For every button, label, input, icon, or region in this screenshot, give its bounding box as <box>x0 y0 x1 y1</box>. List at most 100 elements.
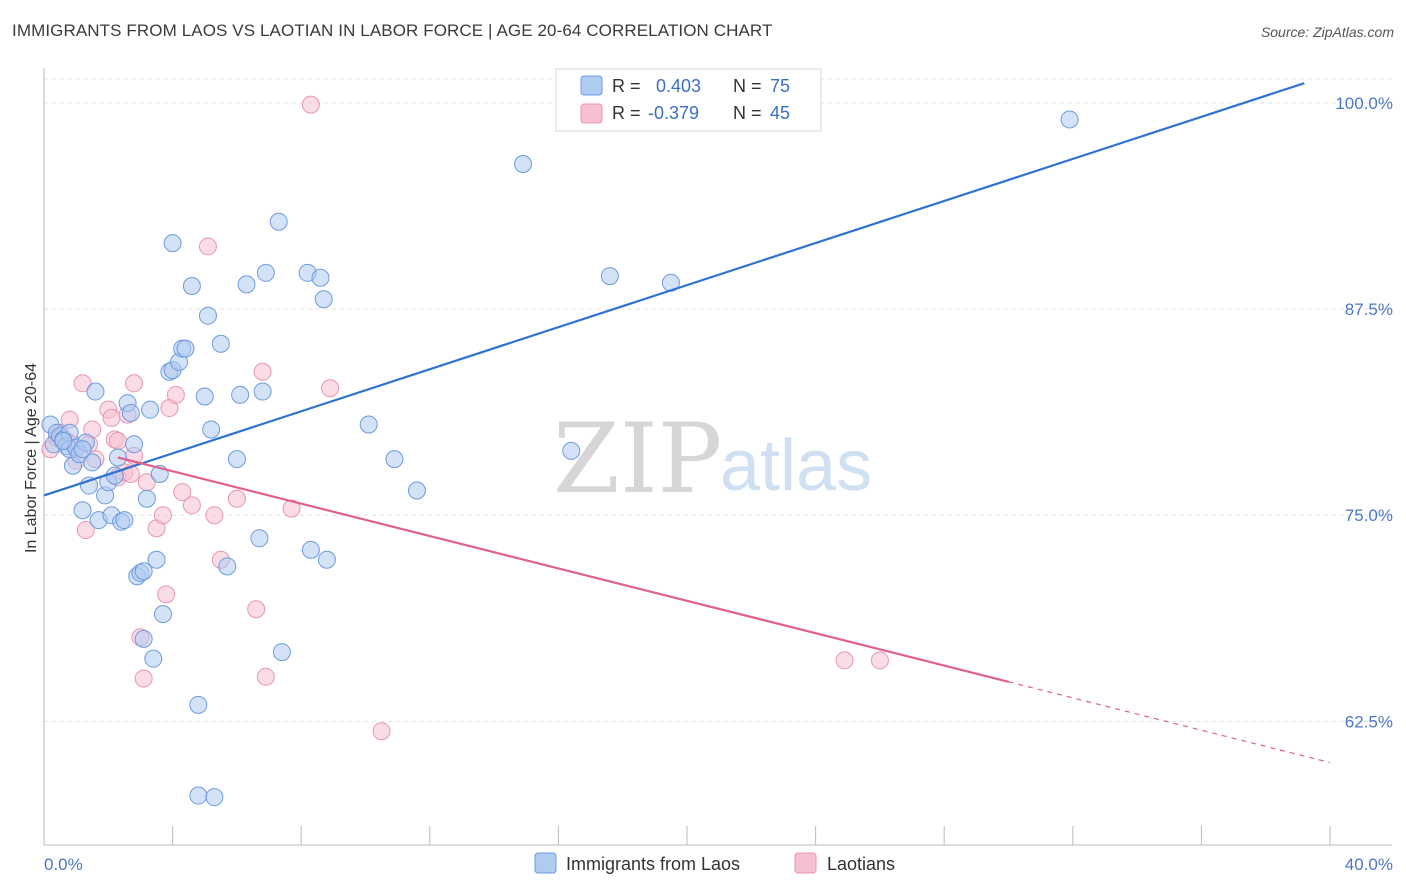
laos-point <box>237 275 256 294</box>
laos-point <box>205 788 224 807</box>
legend-pink-r-label: R = <box>612 103 641 123</box>
legend-blue-swatch <box>580 75 603 96</box>
trend-lines <box>43 82 1331 764</box>
axes <box>43 68 1392 846</box>
laotians-point <box>76 521 95 540</box>
legend-pink-swatch <box>580 103 603 124</box>
laotians-point <box>835 651 854 670</box>
laos-point <box>189 695 208 714</box>
laos-point <box>250 529 269 548</box>
series-legend-blue-swatch <box>534 852 557 874</box>
series-legend-pink-label: Laotians <box>827 854 895 874</box>
laotians-point <box>372 722 391 741</box>
laotians-point <box>227 489 246 508</box>
laos-point <box>141 400 160 419</box>
laos-point <box>125 435 144 454</box>
laos-point <box>1060 110 1079 129</box>
laos-point <box>176 339 195 358</box>
laotians-point <box>198 237 217 256</box>
laotians-point <box>153 506 172 525</box>
laos-point <box>137 489 156 508</box>
y-tick-label: 87.5% <box>1345 300 1393 319</box>
laotians-point <box>125 374 144 393</box>
laos-point <box>189 786 208 805</box>
laos-point <box>311 268 330 287</box>
laos-point <box>562 441 581 460</box>
laos-point <box>218 557 237 576</box>
laos-point <box>359 415 378 434</box>
laos-point <box>231 385 250 404</box>
laos-point <box>385 450 404 469</box>
laos-point <box>253 382 272 401</box>
laos-point <box>54 432 73 451</box>
laos-point <box>121 403 140 422</box>
laos-point <box>163 234 182 253</box>
laos-point <box>317 550 336 569</box>
laos-point <box>153 605 172 624</box>
laotians-point <box>253 362 272 381</box>
x-tick-label: 0.0% <box>44 855 83 874</box>
watermark-zip: ZIP <box>553 403 722 515</box>
laos-point <box>269 212 288 231</box>
x-tick-label: 40.0% <box>1345 855 1393 874</box>
laos-point <box>314 290 333 309</box>
y-tick-labels: 100.0% 87.5% 75.0% 62.5% <box>1335 94 1393 731</box>
laos-point <box>134 562 153 581</box>
laos-point <box>227 450 246 469</box>
laotians-point <box>157 585 176 604</box>
laos-point <box>272 643 291 662</box>
legend-pink-n-label: N = <box>733 103 762 123</box>
laotians-point <box>205 506 224 525</box>
laos-point <box>600 267 619 286</box>
legend-blue-n-value: 75 <box>770 76 790 96</box>
watermark-atlas: atlas <box>720 426 872 506</box>
laos-point <box>134 629 153 648</box>
laotians-point <box>182 496 201 515</box>
x-tick-labels: 0.0% 40.0% <box>44 855 1393 874</box>
series-legend-pink-swatch <box>794 852 817 874</box>
laos-point <box>256 263 275 282</box>
laos-point <box>147 550 166 569</box>
laos-point <box>86 382 105 401</box>
laos-point <box>514 154 533 173</box>
y-axis-title: In Labor Force | Age 20-64 <box>23 363 40 553</box>
laos-point <box>211 334 230 353</box>
laos-point <box>83 453 102 472</box>
laotians-point <box>108 432 127 451</box>
laos-point <box>195 387 214 406</box>
series-legend-blue-label: Immigrants from Laos <box>566 854 740 874</box>
correlation-legend: R = 0.403 N = 75 R = -0.379 N = 45 <box>555 68 822 132</box>
laos-point <box>202 420 221 439</box>
y-tick-label: 62.5% <box>1345 712 1393 731</box>
laos-point <box>115 511 134 530</box>
laotians-point <box>301 95 320 114</box>
y-tick-label: 100.0% <box>1335 94 1393 113</box>
laos-trend-line <box>43 82 1305 497</box>
legend-blue-n-label: N = <box>733 76 762 96</box>
watermark: ZIP atlas <box>553 403 872 515</box>
laotians-point <box>73 374 92 393</box>
laotians-point <box>870 651 889 670</box>
laos-point <box>301 540 320 559</box>
laotians-point <box>134 669 153 688</box>
legend-blue-r-value: 0.403 <box>656 76 701 96</box>
chart-title: IMMIGRANTS FROM LAOS VS LAOTIAN IN LABOR… <box>12 21 773 40</box>
legend-pink-r-value: -0.379 <box>648 103 699 123</box>
laos-point <box>73 440 92 459</box>
laos-point <box>144 649 163 668</box>
laos-points <box>41 110 1079 807</box>
laos-point <box>407 481 426 500</box>
laotians-point <box>247 600 266 619</box>
laos-point <box>198 306 217 325</box>
laotians-trend-line <box>117 456 1009 683</box>
source-label: Source: ZipAtlas.com <box>1260 24 1394 40</box>
laotians-point <box>166 385 185 404</box>
laotians-points <box>41 95 889 741</box>
laotians-trend-extension <box>1008 681 1331 764</box>
series-legend: Immigrants from Laos Laotians <box>534 852 895 874</box>
laos-point <box>182 277 201 296</box>
y-tick-label: 75.0% <box>1345 506 1393 525</box>
laotians-point <box>173 483 192 502</box>
laotians-point <box>321 379 340 398</box>
